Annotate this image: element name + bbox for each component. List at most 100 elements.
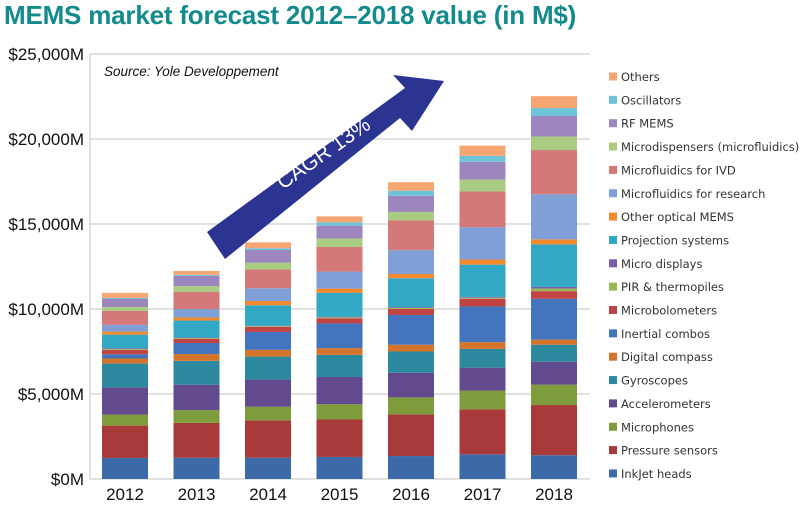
bar-segment bbox=[173, 338, 220, 343]
bar-segment bbox=[173, 274, 220, 276]
bar-segment bbox=[459, 227, 506, 260]
legend-label: Other optical MEMS bbox=[621, 210, 734, 224]
bar-segment bbox=[531, 361, 577, 385]
legend-label: Microfluidics for IVD bbox=[621, 163, 736, 177]
bar-stack-2012 bbox=[102, 292, 148, 479]
bar-segment bbox=[388, 307, 434, 309]
bar-segment bbox=[388, 372, 434, 398]
bar-segment bbox=[102, 354, 148, 359]
bar-segment bbox=[245, 242, 291, 249]
legend-item: Microdispensers (microfluidics) bbox=[609, 140, 799, 154]
bar-segment bbox=[245, 250, 291, 263]
arrow-shape bbox=[207, 75, 444, 259]
bar-segment bbox=[173, 286, 220, 292]
bar-segment bbox=[531, 150, 577, 195]
legend-label: Digital compass bbox=[621, 350, 713, 364]
legend-item: Inertial combos bbox=[609, 327, 710, 341]
bar-segment bbox=[388, 307, 434, 308]
bar-segment bbox=[245, 305, 291, 326]
legend-swatch bbox=[609, 306, 617, 314]
bar-segment bbox=[316, 404, 363, 420]
bar-segment bbox=[388, 211, 434, 221]
bar-stack-2015 bbox=[316, 216, 363, 479]
legend-swatch bbox=[609, 399, 617, 408]
bar-segment bbox=[245, 325, 291, 327]
legend-item: Projection systems bbox=[609, 233, 729, 247]
bar-segment bbox=[102, 349, 148, 355]
legend-label: Projection systems bbox=[621, 233, 729, 247]
legend-label: Microbolometers bbox=[621, 304, 717, 318]
legend-item: PIR & thermopiles bbox=[609, 280, 724, 294]
x-tick-label: 2018 bbox=[535, 485, 573, 504]
legend: Others Oscillators RF MEMS Microdispensers … bbox=[609, 70, 799, 481]
bar-segment bbox=[388, 273, 434, 279]
bars bbox=[102, 96, 577, 479]
bar-segment bbox=[245, 356, 291, 380]
bar-segment bbox=[102, 324, 148, 332]
bar-segment bbox=[531, 286, 577, 289]
bar-segment bbox=[245, 269, 291, 289]
bar-segment bbox=[316, 238, 363, 247]
bar-segment bbox=[173, 292, 220, 309]
bar-segment bbox=[173, 270, 220, 275]
legend-item: Microfluidics for research bbox=[609, 187, 765, 201]
bar-segment bbox=[173, 360, 220, 385]
bar-stack-2016 bbox=[388, 182, 434, 479]
bar-segment bbox=[245, 406, 291, 421]
legend-item: Gyroscopes bbox=[609, 374, 688, 388]
bar-segment bbox=[388, 278, 434, 308]
bar-segment bbox=[245, 331, 291, 350]
legend-label: Others bbox=[621, 70, 660, 84]
bar-segment bbox=[388, 314, 434, 345]
bar-segment bbox=[173, 354, 220, 361]
bar-segment bbox=[102, 310, 148, 325]
bar-segment bbox=[316, 292, 363, 317]
bar-segment bbox=[459, 348, 506, 368]
bar-segment bbox=[102, 298, 148, 307]
bar-segment bbox=[316, 317, 363, 319]
bar-segment bbox=[388, 344, 434, 352]
y-tick-label: $25,000M bbox=[8, 45, 84, 64]
bar-segment bbox=[102, 334, 148, 349]
legend-swatch bbox=[609, 446, 617, 455]
bar-segment bbox=[173, 338, 220, 339]
bar-segment bbox=[459, 367, 506, 391]
cagr-label: CAGR 13% bbox=[273, 113, 375, 194]
legend-label: Micro displays bbox=[621, 257, 702, 271]
bar-segment bbox=[388, 351, 434, 373]
bar-segment bbox=[459, 264, 506, 297]
bar-segment bbox=[531, 116, 577, 137]
bar-segment bbox=[459, 155, 506, 162]
legend-swatch bbox=[609, 422, 617, 431]
legend-item: Oscillators bbox=[609, 93, 681, 107]
bar-segment bbox=[102, 363, 148, 388]
legend-swatch bbox=[609, 235, 617, 244]
source-note: Source: Yole Developpement bbox=[104, 64, 280, 79]
bar-segment bbox=[102, 292, 148, 298]
legend-label: Microfluidics for research bbox=[621, 187, 765, 201]
bar-segment bbox=[245, 420, 291, 458]
legend-label: RF MEMS bbox=[621, 117, 674, 131]
bar-segment bbox=[531, 344, 577, 362]
bar-segment bbox=[388, 309, 434, 315]
bar-segment bbox=[245, 262, 291, 270]
bar-segment bbox=[531, 298, 577, 340]
x-tick-label: 2012 bbox=[106, 485, 144, 504]
bar-segment bbox=[459, 454, 506, 479]
bar-segment bbox=[531, 136, 577, 151]
bar-segment bbox=[531, 384, 577, 406]
bar-segment bbox=[173, 320, 220, 338]
legend-swatch bbox=[609, 165, 617, 174]
bar-segment bbox=[459, 390, 506, 410]
legend-label: Accelerometers bbox=[621, 397, 711, 411]
bar-stack-2018 bbox=[531, 96, 577, 479]
legend-label: Oscillators bbox=[621, 93, 681, 107]
x-tick-label: 2015 bbox=[321, 485, 359, 504]
bar-segment bbox=[102, 348, 148, 350]
legend-swatch bbox=[609, 189, 617, 198]
bar-segment bbox=[173, 343, 220, 355]
legend-item: Other optical MEMS bbox=[609, 210, 734, 224]
bar-segment bbox=[388, 250, 434, 274]
bar-segment bbox=[102, 425, 148, 458]
